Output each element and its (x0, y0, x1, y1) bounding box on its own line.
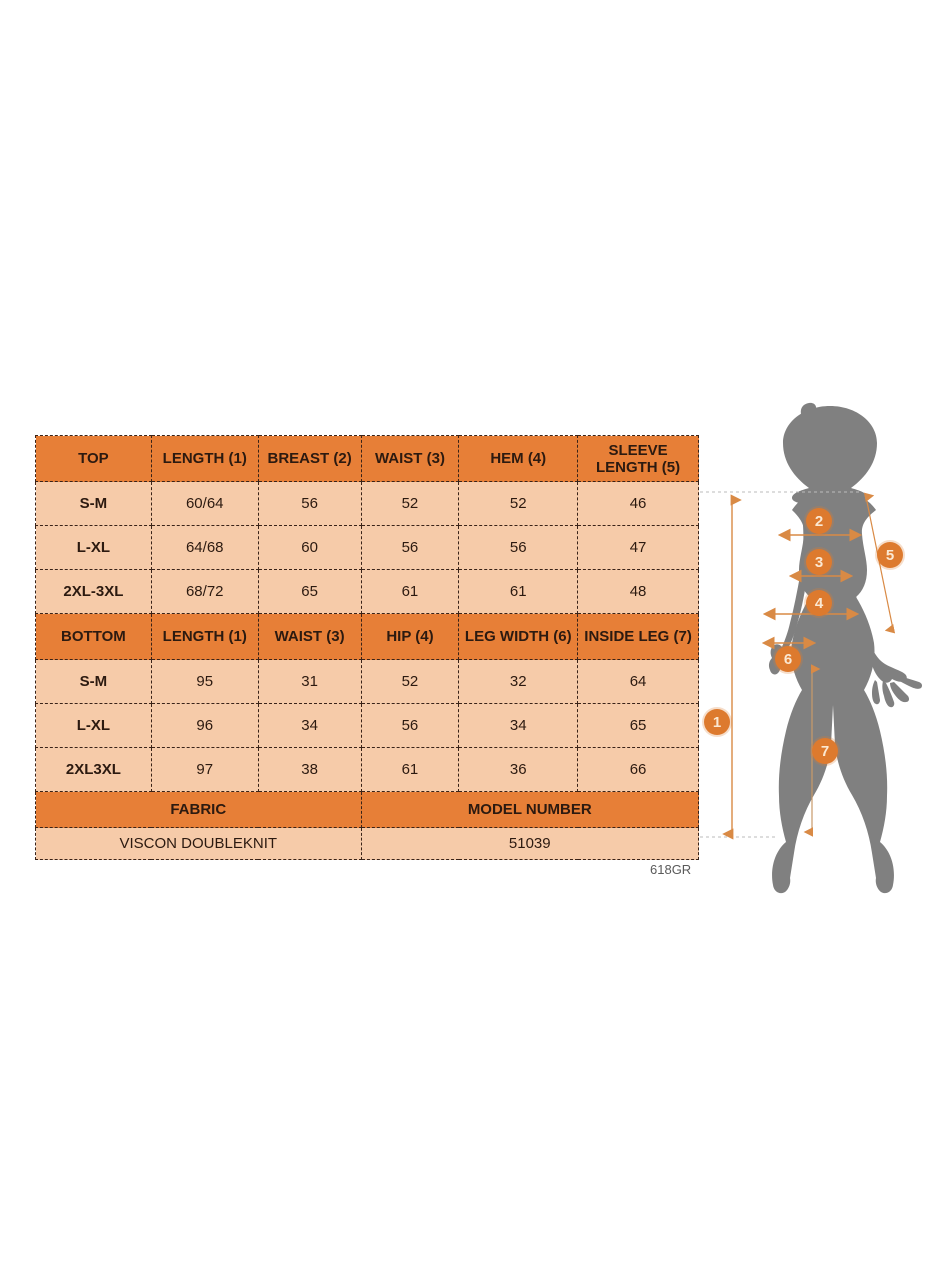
svg-text:3: 3 (815, 554, 823, 571)
svg-text:5: 5 (886, 547, 894, 564)
svg-text:6: 6 (784, 651, 792, 668)
svg-text:2: 2 (815, 513, 823, 530)
svg-text:1: 1 (713, 714, 721, 731)
svg-text:4: 4 (815, 595, 824, 612)
svg-text:7: 7 (821, 743, 829, 760)
